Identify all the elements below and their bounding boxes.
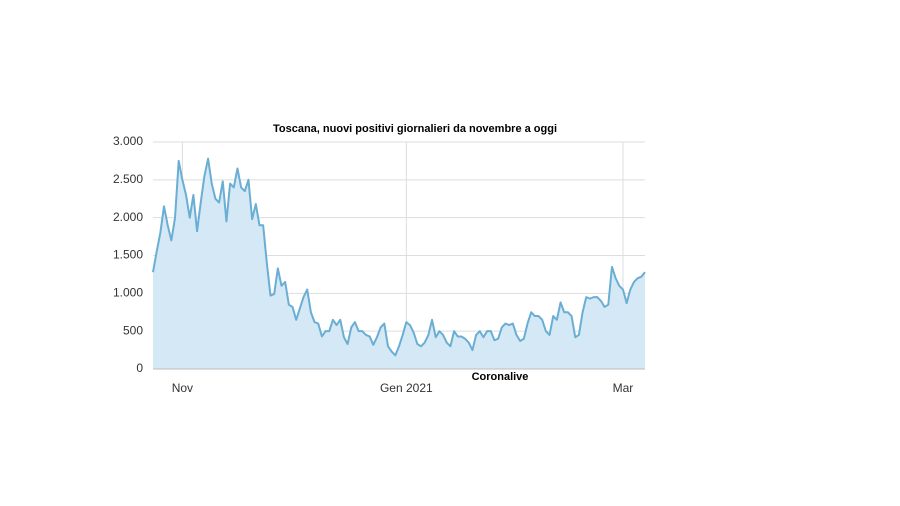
x-tick-label: Gen 2021 — [380, 381, 433, 395]
y-tick-label: 0 — [136, 361, 143, 375]
y-tick-label: 1.500 — [113, 248, 143, 262]
y-tick-label: 3.000 — [113, 134, 143, 148]
chart-title: Toscana, nuovi positivi giornalieri da n… — [273, 123, 557, 135]
y-tick-label: 2.500 — [113, 172, 143, 186]
source-label: Coronalive — [472, 371, 529, 383]
x-tick-label: Nov — [172, 381, 193, 395]
y-tick-label: 2.000 — [113, 210, 143, 224]
area-line — [152, 157, 646, 357]
y-tick-label: 500 — [123, 323, 143, 337]
x-tick-label: Mar — [613, 381, 634, 395]
y-tick-label: 1.000 — [113, 286, 143, 300]
area-fill — [153, 158, 645, 369]
